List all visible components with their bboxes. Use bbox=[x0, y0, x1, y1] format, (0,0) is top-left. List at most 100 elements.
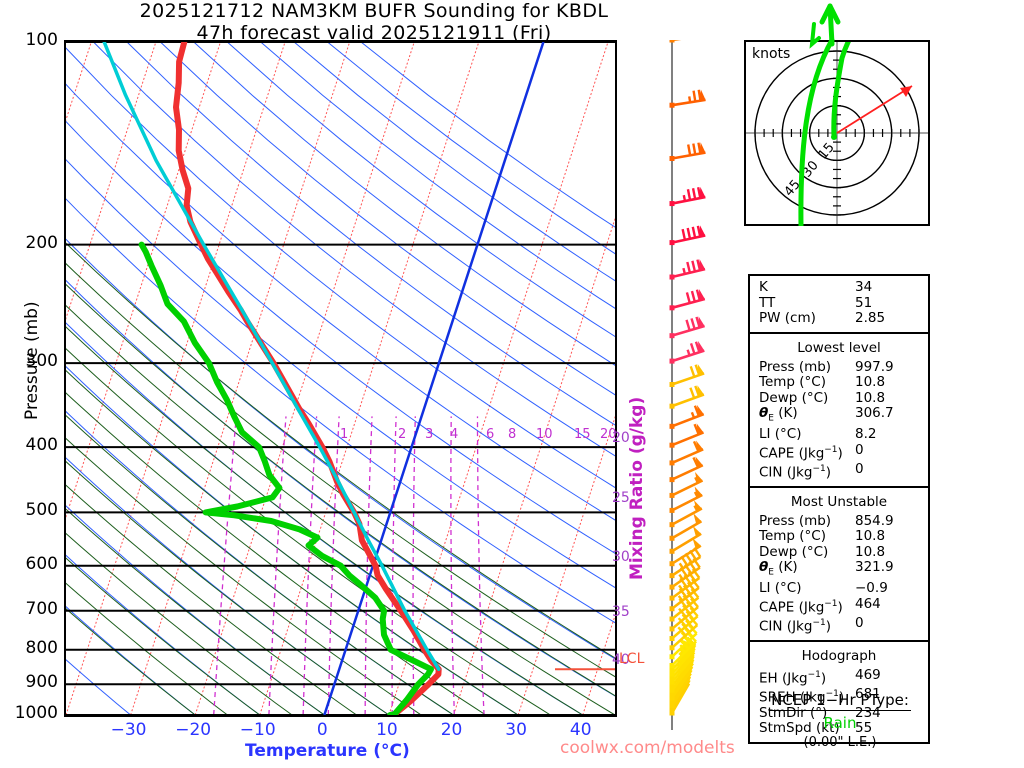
stats-row: StmSpd (kt) 55 bbox=[750, 721, 928, 737]
stats-row-value: 306.7 bbox=[855, 405, 894, 421]
stats-row-value: 0 bbox=[855, 441, 864, 458]
stats-row-key: Dewp (°C) bbox=[759, 543, 829, 560]
stats-row: SREH (Jkg−1) 681 bbox=[750, 686, 928, 706]
temperature-tick-10: 10 bbox=[376, 720, 398, 740]
stats-row-key: TT bbox=[759, 294, 776, 311]
stats-row: Temp (°C) 10.8 bbox=[750, 374, 928, 391]
stats-row-key: CAPE (Jkg−1) bbox=[759, 444, 843, 462]
temperature-tick-20: 20 bbox=[440, 720, 463, 740]
stats-row: Dewp (°C) 10.8 bbox=[750, 543, 928, 561]
stats-row: Press (mb) 997.9 bbox=[750, 358, 928, 376]
stats-row-key: EH (Jkg−1) bbox=[759, 669, 827, 687]
stats-row: CAPE (Jkg−1) 0 bbox=[750, 441, 928, 462]
temperature-tick--10: −10 bbox=[239, 720, 276, 740]
stats-section-title: Most Unstable bbox=[790, 493, 888, 510]
mixing-ratio-tick-10: 10 bbox=[536, 427, 553, 442]
stats-row-value: 34 bbox=[855, 279, 873, 295]
mixing-ratio-tick-4: 4 bbox=[450, 427, 459, 442]
stats-section-title: Lowest level bbox=[797, 339, 881, 356]
hodograph-units-label: knots bbox=[752, 46, 791, 62]
stats-row-value: 55 bbox=[855, 720, 873, 737]
stats-row-value: 854.9 bbox=[855, 512, 894, 529]
mixing-ratio-right-tick-35: 35 bbox=[612, 604, 630, 620]
stats-row-key: CIN (Jkg−1) bbox=[759, 617, 831, 635]
stats-section-lowest-level: Lowest level Press (mb) 997.9 Temp (°C) 10.8… bbox=[750, 334, 928, 488]
mixing-ratio-tick-2: 2 bbox=[398, 427, 407, 442]
title-line-2: 47h forecast valid 2025121911 (Fri) bbox=[196, 22, 552, 44]
stats-row-value: 464 bbox=[855, 595, 881, 612]
stats-row-key: SREH (Jkg−1) bbox=[759, 688, 845, 706]
watermark: coolwx.com/modelts bbox=[560, 738, 735, 758]
stats-row-value: 10.8 bbox=[855, 528, 886, 545]
stats-row-key: Dewp (°C) bbox=[759, 389, 829, 406]
stats-row-key: StmDir (°) bbox=[759, 704, 828, 721]
stats-row-value: 0 bbox=[855, 614, 864, 631]
stats-row: PW (cm) 2.85 bbox=[750, 310, 928, 327]
stats-row: θE (K) 321.9 bbox=[750, 559, 928, 581]
hodograph-box[interactable]: 15 30 45 bbox=[744, 35, 930, 226]
stats-row: Temp (°C) 10.8 bbox=[750, 529, 928, 545]
stats-row-value: −0.9 bbox=[855, 580, 888, 597]
ptype-title: NCEP 1−Hr PType: bbox=[769, 691, 911, 711]
mixing-ratio-tick-15: 15 bbox=[574, 427, 591, 442]
mixing-ratio-tick-1: 1 bbox=[340, 427, 349, 442]
temperature-tick--20: −20 bbox=[175, 720, 212, 740]
stats-row-value: 8.2 bbox=[855, 426, 877, 443]
stats-row-value: 469 bbox=[855, 666, 881, 683]
stats-row-key: Press (mb) bbox=[759, 512, 832, 529]
stats-row-value: 2.85 bbox=[855, 310, 886, 326]
temperature-tick--30: −30 bbox=[110, 720, 147, 740]
pressure-tick-600: 600 bbox=[25, 553, 58, 574]
pressure-tick-700: 700 bbox=[25, 598, 58, 619]
wind-barb-canvas bbox=[669, 24, 706, 730]
stats-section-hodograph: Hodograph EH (Jkg−1) 469 SREH (Jkg−1) 681 Stm… bbox=[750, 642, 928, 742]
stats-row-value: 321.9 bbox=[855, 559, 894, 576]
pressure-tick-100: 100 bbox=[25, 30, 58, 50]
stats-row: TT 51 bbox=[750, 294, 928, 312]
skewt-plot-area[interactable] bbox=[64, 40, 617, 717]
ptype-liquid-equivalent: (0.00" L.E.) bbox=[803, 735, 877, 750]
stats-row: StmDir (°) 234 bbox=[750, 704, 928, 722]
skewt-canvas bbox=[66, 42, 615, 715]
stats-row-key: Press (mb) bbox=[759, 358, 832, 375]
mixing-ratio-right-tick-40: 40 bbox=[612, 652, 630, 668]
stats-row-key: CIN (Jkg−1) bbox=[759, 463, 831, 481]
chart-title-block: 2025121712 NAM3KM BUFR Sounding for KBDL… bbox=[0, 0, 748, 44]
stats-row-value: 10.8 bbox=[855, 543, 886, 560]
stats-row-key: Temp (°C) bbox=[759, 528, 826, 545]
pressure-tick-400: 400 bbox=[25, 435, 58, 456]
temperature-tick-30: 30 bbox=[505, 720, 527, 740]
mixing-ratio-tick-6: 6 bbox=[486, 427, 495, 442]
stats-row-key: StmSpd (kt) bbox=[759, 720, 840, 737]
stats-row: LI (°C) 8.2 bbox=[750, 427, 928, 443]
sounding-stats-table: K 34 TT 51 PW (cm) 2.85 Lowest level Press (mb… bbox=[748, 274, 930, 744]
mixing-ratio-tick-20: 20 bbox=[600, 427, 617, 442]
stats-row-key: LI (°C) bbox=[759, 426, 802, 443]
ptype-value: Rain bbox=[823, 714, 857, 732]
stats-row-value: 51 bbox=[855, 294, 873, 311]
stats-section-indices: K 34 TT 51 PW (cm) 2.85 bbox=[750, 276, 928, 334]
pressure-tick-300: 300 bbox=[25, 351, 58, 372]
mixing-ratio-tick-3: 3 bbox=[425, 427, 434, 442]
stats-row-value: 10.8 bbox=[855, 374, 886, 390]
mixing-ratio-tick-8: 8 bbox=[508, 427, 517, 442]
mixing-ratio-right-tick-20: 20 bbox=[612, 430, 630, 446]
stats-row-key: Temp (°C) bbox=[759, 374, 826, 390]
wind-barb-column bbox=[630, 24, 720, 730]
stats-row-value: 0 bbox=[855, 460, 864, 477]
stats-row-key: CAPE (Jkg−1) bbox=[759, 598, 843, 616]
svg-text:15: 15 bbox=[816, 140, 838, 162]
pressure-tick-900: 900 bbox=[25, 672, 58, 693]
stats-row: LI (°C) −0.9 bbox=[750, 581, 928, 597]
lcl-marker-label: LCL bbox=[619, 651, 645, 667]
stats-row-value: 10.8 bbox=[855, 389, 886, 406]
stats-row-value: 234 bbox=[855, 704, 881, 721]
ptype-block: NCEP 1−Hr PType: Rain (0.00" L.E.) bbox=[744, 690, 936, 750]
temperature-tick-40: 40 bbox=[569, 720, 592, 740]
svg-text:30: 30 bbox=[800, 158, 822, 180]
stats-row-key: K bbox=[759, 279, 768, 295]
mixing-ratio-right-tick-25: 25 bbox=[612, 490, 630, 506]
stats-row-value: 997.9 bbox=[855, 358, 894, 375]
stats-row-key: PW (cm) bbox=[759, 310, 816, 326]
stats-row: Dewp (°C) 10.8 bbox=[750, 389, 928, 407]
